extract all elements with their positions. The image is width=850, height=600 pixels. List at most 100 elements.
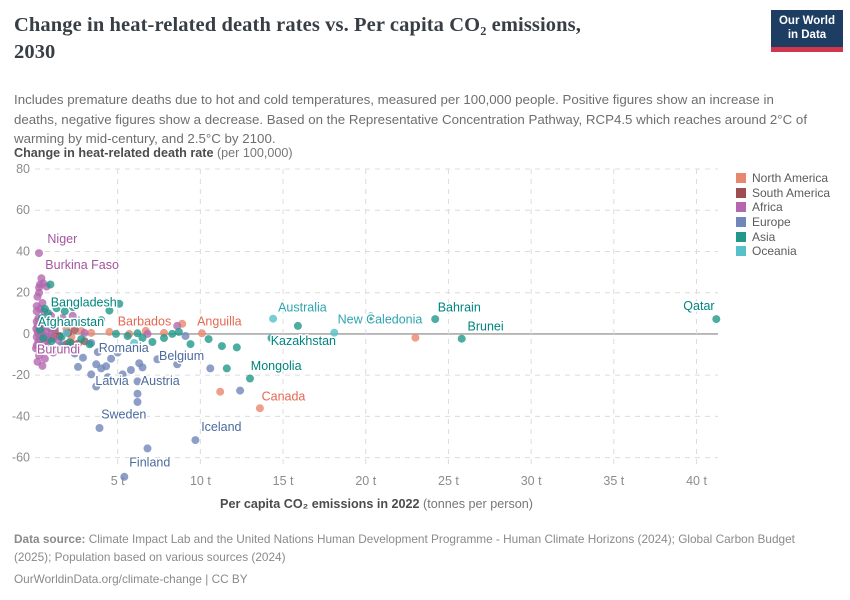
- data-point[interactable]: [232, 343, 241, 352]
- data-point[interactable]: [216, 387, 225, 396]
- data-point[interactable]: [80, 328, 89, 337]
- data-point[interactable]: [130, 339, 139, 347]
- data-point[interactable]: [44, 309, 53, 318]
- data-point[interactable]: [120, 472, 129, 481]
- data-point[interactable]: [36, 325, 44, 334]
- data-point[interactable]: [138, 363, 147, 372]
- data-point[interactable]: [181, 332, 190, 340]
- data-point[interactable]: [46, 280, 55, 289]
- data-point[interactable]: [457, 334, 466, 343]
- data-point[interactable]: [70, 325, 79, 334]
- data-point[interactable]: [79, 318, 87, 327]
- data-point[interactable]: [49, 348, 58, 357]
- data-point[interactable]: [153, 355, 162, 364]
- footer-url-link[interactable]: OurWorldinData.org/climate-change: [14, 572, 202, 587]
- data-point[interactable]: [102, 362, 111, 371]
- data-point[interactable]: [62, 328, 71, 337]
- data-point[interactable]: [70, 349, 79, 358]
- data-point[interactable]: [38, 361, 47, 370]
- data-point[interactable]: [85, 340, 94, 349]
- data-point[interactable]: [52, 304, 61, 313]
- owid-logo[interactable]: Our World in Data: [771, 10, 843, 52]
- chart-subtitle: Includes premature deaths due to hot and…: [14, 92, 808, 147]
- data-point[interactable]: [69, 303, 77, 312]
- data-point[interactable]: [68, 311, 77, 320]
- data-point[interactable]: [217, 342, 226, 351]
- legend-item-south-america[interactable]: South America: [736, 186, 830, 201]
- data-point[interactable]: [58, 314, 67, 323]
- data-point[interactable]: [191, 436, 200, 445]
- data-point[interactable]: [174, 327, 183, 336]
- data-point[interactable]: [37, 314, 46, 323]
- data-point[interactable]: [105, 306, 114, 315]
- data-point[interactable]: [204, 335, 213, 344]
- data-point[interactable]: [105, 327, 114, 336]
- data-point[interactable]: [168, 329, 177, 338]
- data-point[interactable]: [431, 315, 440, 324]
- data-point[interactable]: [133, 377, 142, 386]
- data-point[interactable]: [87, 370, 96, 379]
- footer-license-link[interactable]: CC BY: [211, 572, 248, 587]
- data-point[interactable]: [60, 307, 69, 316]
- data-point[interactable]: [330, 328, 339, 337]
- data-point[interactable]: [222, 364, 231, 373]
- data-point[interactable]: [148, 338, 157, 346]
- data-point[interactable]: [40, 354, 49, 363]
- data-point[interactable]: [64, 344, 73, 353]
- legend-item-europe[interactable]: Europe: [736, 215, 830, 230]
- data-point[interactable]: [44, 320, 53, 329]
- data-point[interactable]: [95, 424, 104, 432]
- legend-item-asia[interactable]: Asia: [736, 229, 830, 244]
- data-point[interactable]: [133, 389, 142, 398]
- data-point[interactable]: [39, 334, 48, 343]
- data-point[interactable]: [173, 321, 182, 330]
- data-point[interactable]: [186, 340, 195, 349]
- data-point[interactable]: [173, 360, 182, 369]
- data-point[interactable]: [107, 354, 116, 363]
- data-point[interactable]: [112, 329, 120, 338]
- data-point[interactable]: [65, 338, 74, 347]
- data-point[interactable]: [74, 362, 82, 371]
- data-point[interactable]: [97, 316, 106, 325]
- data-point[interactable]: [32, 307, 41, 316]
- data-point[interactable]: [93, 348, 102, 357]
- data-point[interactable]: [236, 386, 245, 395]
- data-point[interactable]: [88, 317, 97, 326]
- data-point[interactable]: [115, 299, 124, 308]
- data-point[interactable]: [133, 398, 142, 406]
- data-point[interactable]: [126, 366, 135, 374]
- country-label-burkina-faso: Burkina Faso: [45, 258, 119, 272]
- data-point[interactable]: [113, 348, 122, 357]
- data-point[interactable]: [411, 333, 420, 342]
- data-point[interactable]: [77, 335, 86, 344]
- data-point[interactable]: [103, 373, 112, 382]
- legend-item-africa[interactable]: Africa: [736, 200, 830, 215]
- data-point[interactable]: [138, 334, 147, 343]
- data-point[interactable]: [198, 329, 206, 338]
- data-point[interactable]: [366, 312, 375, 321]
- data-point[interactable]: [47, 337, 56, 346]
- data-point[interactable]: [92, 382, 101, 391]
- data-point[interactable]: [269, 314, 278, 323]
- data-point[interactable]: [206, 364, 215, 373]
- data-point[interactable]: [267, 334, 276, 343]
- data-point[interactable]: [33, 292, 42, 301]
- data-point[interactable]: [246, 374, 254, 383]
- data-point[interactable]: [79, 353, 87, 362]
- y-axis-title-bold: Change in heat-related death rate: [14, 146, 214, 160]
- data-point[interactable]: [118, 370, 127, 379]
- data-point[interactable]: [50, 323, 59, 332]
- data-point[interactable]: [712, 315, 721, 324]
- data-point[interactable]: [35, 249, 43, 258]
- country-label-new-caledonia: New Caledonia: [338, 313, 423, 327]
- data-point[interactable]: [87, 328, 96, 337]
- legend-item-north-america[interactable]: North America: [736, 171, 830, 186]
- data-point[interactable]: [293, 321, 302, 330]
- data-point[interactable]: [123, 332, 132, 340]
- data-point[interactable]: [57, 341, 66, 350]
- data-point[interactable]: [160, 334, 168, 343]
- data-point[interactable]: [143, 444, 152, 453]
- legend-item-oceania[interactable]: Oceania: [736, 244, 830, 259]
- data-point[interactable]: [255, 404, 264, 413]
- data-point[interactable]: [133, 329, 142, 338]
